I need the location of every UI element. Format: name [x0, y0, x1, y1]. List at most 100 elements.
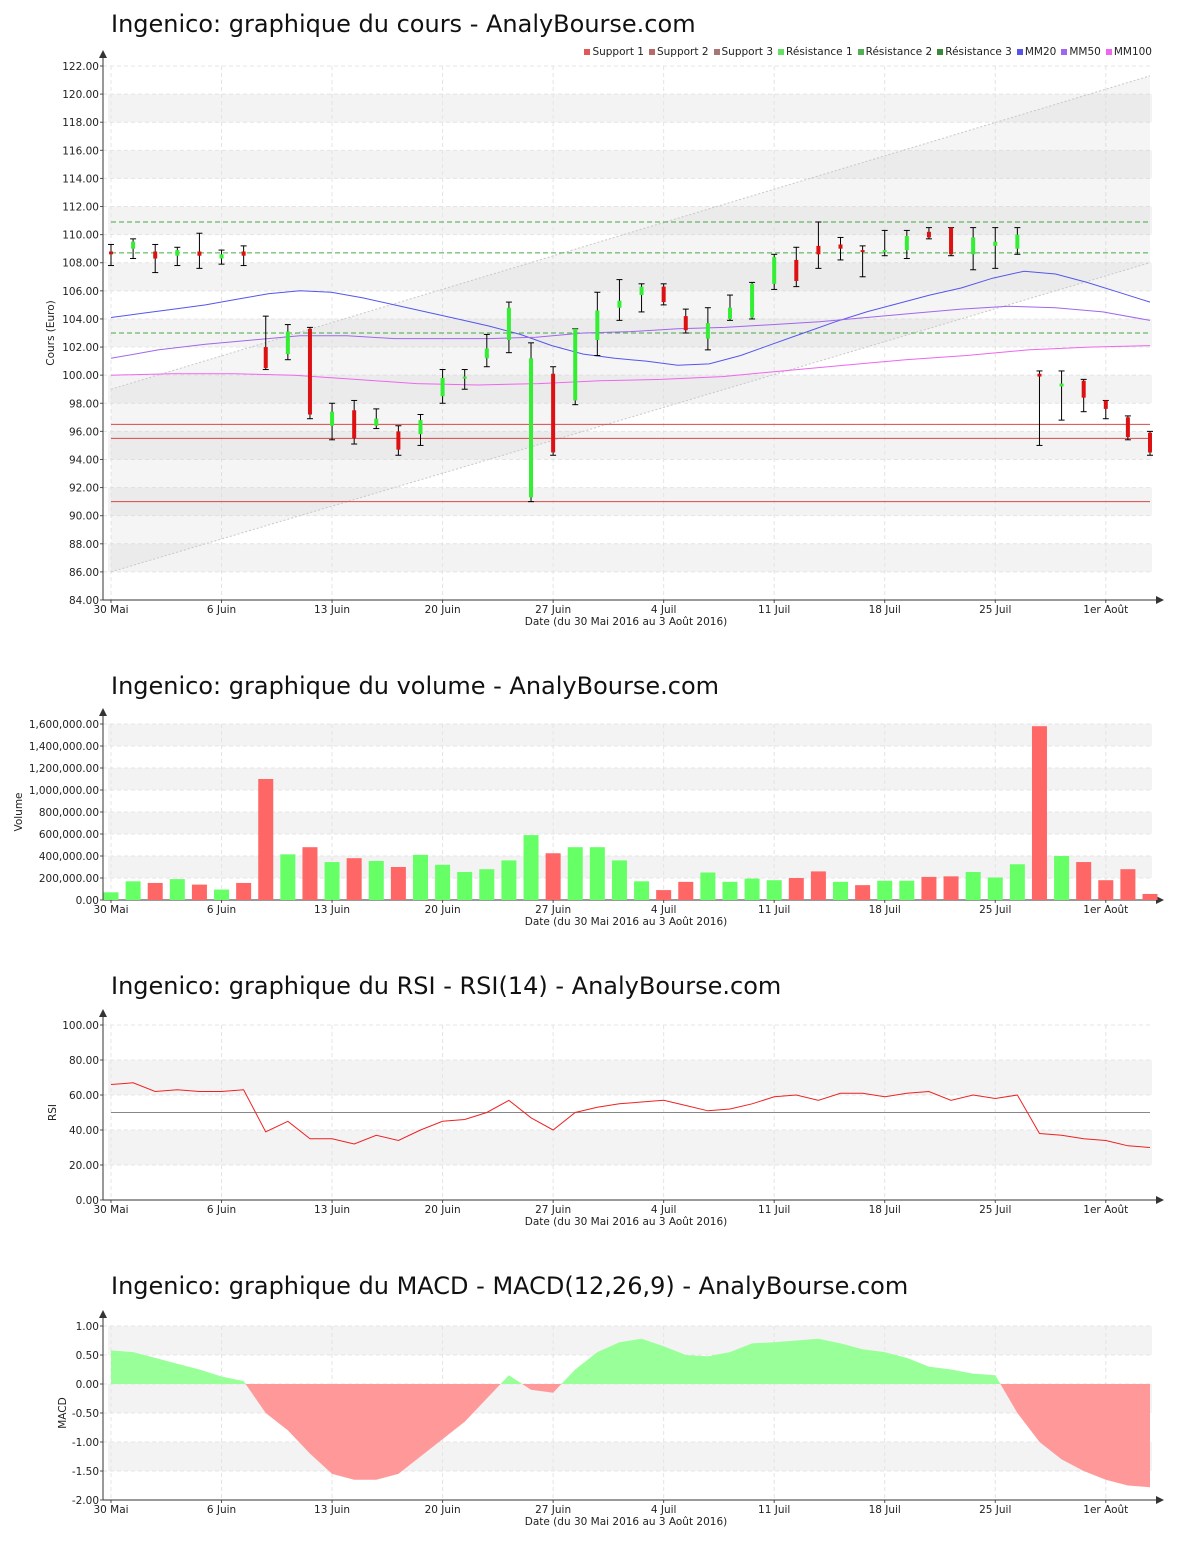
price-chart: 84.00 86.00 88.00 90.00 92.00 94.00 96.00 98.00… — [45, 50, 1164, 628]
y-axis-arrow — [99, 1310, 107, 1318]
candle-body — [197, 251, 202, 256]
y-tick-label: 1.00 — [76, 1321, 99, 1333]
rsi-panel: Ingenico: graphique du RSI - RSI(14) - A… — [0, 960, 1200, 1240]
volume-panel: Ingenico: graphique du volume - AnalyBou… — [0, 660, 1200, 940]
x-tick-label: 30 Mai — [93, 904, 128, 916]
x-axis-title: Date (du 30 Mai 2016 au 3 Août 2016) — [525, 1216, 728, 1228]
candle-body — [396, 431, 401, 450]
x-tick-label: 4 Juil — [651, 1204, 677, 1216]
x-axis-title: Date (du 30 Mai 2016 au 3 Août 2016) — [525, 616, 728, 628]
volume-bar — [634, 881, 650, 900]
band — [108, 262, 1152, 291]
candle-body — [529, 358, 534, 498]
y-tick-label: 1,400,000.00 — [29, 741, 99, 753]
x-tick-label: 13 Juin — [314, 904, 350, 916]
x-tick-label: 11 Juil — [758, 904, 790, 916]
x-tick-label: 11 Juil — [758, 1504, 790, 1516]
legend-swatch — [648, 49, 655, 55]
candle-body — [926, 231, 931, 238]
volume-bar — [457, 871, 473, 900]
mm100-line — [110, 345, 1151, 386]
x-tick-label: 6 Juin — [207, 604, 236, 616]
x-tick-label: 13 Juin — [314, 1504, 350, 1516]
rsi-chart: 0.00 20.00 40.00 60.00 80.00 100.00 30 Mai 6 Ju… — [47, 1009, 1164, 1228]
price-chart-title: Ingenico: graphique du cours - AnalyBour… — [111, 10, 696, 38]
y-tick-label: 600,000.00 — [39, 829, 99, 841]
x-tick-label: 25 Juil — [979, 904, 1011, 916]
rsi-line — [110, 1082, 1151, 1148]
legend-item: MM20 — [1016, 46, 1056, 58]
volume-bar — [567, 847, 583, 900]
x-tick-label: 1er Août — [1083, 604, 1128, 616]
x-tick-label: 13 Juin — [314, 1204, 350, 1216]
volume-bar — [258, 779, 274, 900]
y-tick-label: 94.00 — [69, 454, 99, 466]
volume-bar — [302, 847, 318, 900]
macd-negative-area — [1000, 1384, 1150, 1488]
candle-body — [1059, 383, 1064, 387]
y-tick-label: 112.00 — [62, 202, 99, 214]
volume-bar — [1098, 880, 1114, 900]
candle-body — [462, 376, 467, 379]
legend-swatch — [713, 49, 720, 55]
legend-item: MM50 — [1061, 46, 1101, 58]
x-axis-title: Date (du 30 Mai 2016 au 3 Août 2016) — [525, 1516, 728, 1528]
candle-body — [506, 307, 511, 341]
candle-body — [285, 331, 290, 355]
volume-bar — [965, 871, 981, 900]
x-tick-label: 27 Juin — [535, 1504, 571, 1516]
candle-body — [949, 227, 954, 255]
volume-chart-title: Ingenico: graphique du volume - AnalyBou… — [111, 672, 720, 700]
y-tick-label: 100.00 — [62, 370, 99, 382]
candle-body — [551, 373, 556, 453]
candle-body — [860, 250, 865, 253]
x-tick-label: 30 Mai — [93, 1504, 128, 1516]
legend-item: MM100 — [1105, 46, 1152, 58]
price-panel: Ingenico: graphique du cours - AnalyBour… — [0, 0, 1200, 640]
channel-lower-line — [110, 262, 1151, 573]
x-tick-label: 6 Juin — [207, 904, 236, 916]
y-tick-label: 118.00 — [62, 117, 99, 129]
volume-bar — [479, 869, 495, 900]
x-tick-label: 25 Juil — [979, 1504, 1011, 1516]
candle-body — [330, 411, 335, 426]
x-tick-label: 20 Juin — [425, 604, 461, 616]
volume-bar — [855, 885, 871, 900]
y-tick-label: -0.50 — [72, 1408, 99, 1420]
volume-bar — [125, 881, 141, 900]
volume-bar — [1120, 869, 1136, 900]
candle-body — [263, 347, 268, 369]
candle-body — [661, 286, 666, 303]
y-tick-label: 104.00 — [62, 314, 99, 326]
candle-body — [904, 236, 909, 251]
y-tick-label: 98.00 — [69, 398, 99, 410]
candle-body — [131, 241, 136, 249]
candle-body — [109, 251, 113, 255]
legend-item: Support 3 — [713, 46, 773, 58]
x-tick-label: 1er Août — [1083, 1504, 1128, 1516]
candle-body — [307, 328, 312, 415]
y-tick-label: 120.00 — [62, 89, 99, 101]
y-axis-title: Cours (Euro) — [45, 300, 57, 366]
band — [108, 1130, 1152, 1165]
candle-body — [1148, 432, 1152, 453]
volume-bar — [214, 889, 230, 900]
y-tick-label: 108.00 — [62, 258, 99, 270]
band — [108, 812, 1152, 834]
y-tick-label: 102.00 — [62, 342, 99, 354]
y-tick-label: 0.00 — [76, 1195, 99, 1207]
macd-panel: Ingenico: graphique du MACD - MACD(12,26… — [0, 1260, 1200, 1550]
candle-body — [352, 410, 357, 439]
x-tick-label: 27 Juin — [535, 904, 571, 916]
x-tick-label: 20 Juin — [425, 1504, 461, 1516]
y-axis-arrow — [99, 1009, 107, 1017]
price-legend: Support 1 Support 2 Support 3 Résistance 1 R… — [584, 46, 1152, 58]
legend-swatch — [1061, 49, 1068, 55]
candle-body — [484, 348, 489, 359]
volume-bar — [987, 877, 1003, 900]
volume-bar — [611, 860, 627, 900]
y-tick-label: 84.00 — [69, 595, 99, 607]
legend-item: Support 1 — [584, 46, 644, 58]
volume-bar — [1142, 893, 1158, 900]
mm50-line — [110, 305, 1151, 359]
